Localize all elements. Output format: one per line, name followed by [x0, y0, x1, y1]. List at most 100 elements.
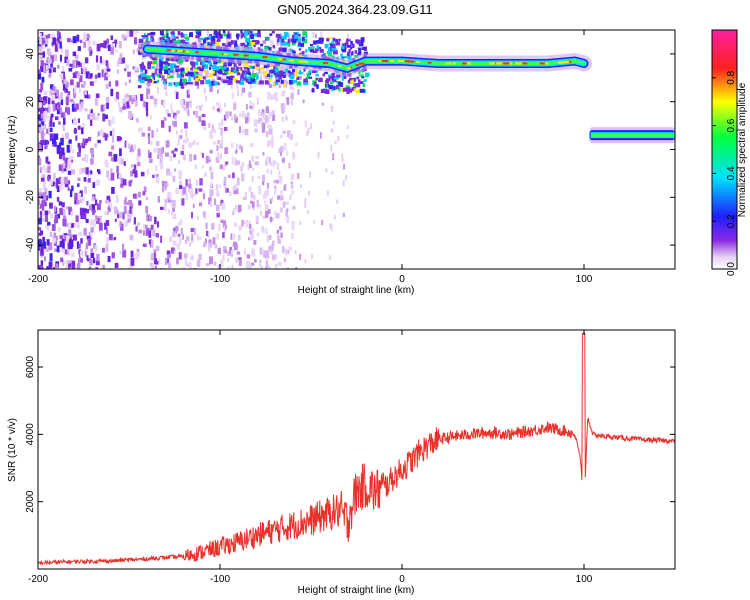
heatmap-cell: [514, 62, 520, 65]
heatmap-cell: [157, 59, 160, 64]
heatmap-cell: [265, 209, 269, 218]
heatmap-cell: [557, 61, 564, 64]
heatmap-cell: [132, 66, 136, 70]
heatmap-cell: [312, 32, 315, 39]
heatmap-cell: [165, 257, 168, 265]
heatmap-cell: [59, 73, 64, 78]
heatmap-cell: [286, 150, 289, 156]
heatmap-cell: [283, 32, 289, 37]
heatmap-cell: [204, 172, 208, 177]
heatmap-cell: [241, 173, 245, 182]
heatmap-cell: [346, 89, 350, 95]
heatmap-cell: [67, 170, 72, 175]
heatmap-cell: [134, 66, 138, 71]
heatmap-cell: [332, 50, 338, 55]
heatmap-cell: [42, 132, 46, 137]
heatmap-cell: [178, 62, 182, 66]
heatmap-cell: [194, 80, 197, 86]
heatmap-cell: [54, 248, 58, 252]
heatmap-cell: [324, 43, 329, 49]
heatmap-cell: [155, 176, 160, 183]
heatmap-cell: [275, 72, 280, 77]
heatmap-cell: [326, 190, 329, 196]
heatmap-cell: [325, 168, 328, 173]
heatmap-cell: [121, 34, 126, 39]
heatmap-cell: [322, 73, 325, 77]
snr-ytick-label: 4000: [25, 423, 36, 446]
heatmap-cell: [168, 82, 173, 86]
heatmap-cell: [311, 254, 314, 259]
heatmap-cell: [309, 49, 315, 53]
heatmap-cell: [201, 165, 205, 169]
spectrogram-ytick-label: 0: [25, 146, 36, 152]
heatmap-cell: [358, 79, 361, 83]
heatmap-cell: [89, 111, 93, 118]
heatmap-cell: [192, 203, 195, 209]
heatmap-cell: [276, 41, 280, 46]
heatmap-cell: [165, 57, 170, 61]
heatmap-cell: [68, 68, 73, 72]
heatmap-cell: [255, 215, 258, 223]
heatmap-cell: [59, 240, 64, 248]
heatmap-cell: [122, 249, 127, 258]
heatmap-cell: [210, 181, 213, 188]
heatmap-cell: [104, 72, 108, 81]
heatmap-cell: [205, 230, 209, 237]
heatmap-cell: [277, 195, 281, 200]
heatmap-cell: [61, 79, 65, 84]
heatmap-cell: [280, 66, 284, 72]
heatmap-cell: [171, 199, 176, 208]
heatmap-cell: [342, 87, 347, 92]
heatmap-cell: [241, 78, 244, 82]
heatmap-cell: [147, 133, 150, 138]
heatmap-cell: [267, 235, 272, 240]
heatmap-cell: [271, 196, 274, 202]
heatmap-cell: [79, 258, 83, 263]
heatmap-cell: [46, 239, 50, 246]
heatmap-cell: [234, 40, 238, 45]
heatmap-cell: [255, 74, 259, 80]
heatmap-cell: [217, 264, 220, 269]
heatmap-cell: [97, 139, 101, 144]
heatmap-cell: [218, 34, 223, 39]
heatmap-cell: [217, 152, 220, 160]
heatmap-cell: [205, 222, 208, 230]
heatmap-cell: [44, 210, 49, 216]
heatmap-cell: [346, 87, 351, 91]
heatmap-cell: [265, 37, 270, 40]
heatmap-cell: [238, 225, 243, 231]
heatmap-cell: [183, 106, 186, 111]
heatmap-cell: [101, 59, 105, 65]
heatmap-cell: [361, 75, 365, 79]
heatmap-cell: [330, 128, 333, 133]
heatmap-cell: [522, 62, 528, 65]
heatmap-cell: [263, 64, 268, 69]
heatmap-cell: [106, 63, 109, 69]
heatmap-cell: [115, 49, 118, 53]
heatmap-cell: [253, 259, 257, 263]
heatmap-cell: [202, 211, 207, 218]
heatmap-cell: [76, 222, 80, 227]
heatmap-cell: [134, 170, 138, 178]
heatmap-cell: [60, 112, 65, 118]
heatmap-cell: [197, 59, 202, 62]
heatmap-cell: [287, 38, 291, 44]
heatmap-cell: [262, 227, 265, 233]
heatmap-cell: [188, 32, 194, 38]
heatmap-cell: [212, 106, 216, 111]
spectrogram-xtick-label: 0: [399, 274, 405, 285]
heatmap-cell: [260, 210, 263, 216]
heatmap-cell: [161, 185, 164, 193]
heatmap-cell: [134, 30, 139, 34]
heatmap-cell: [158, 258, 161, 265]
heatmap-cell: [139, 80, 145, 84]
heatmap-cell: [77, 46, 81, 52]
heatmap-cell: [227, 266, 230, 269]
heatmap-cell: [362, 47, 366, 51]
heatmap-cell: [208, 122, 211, 128]
heatmap-cell: [283, 257, 287, 263]
heatmap-cell: [336, 199, 339, 204]
heatmap-cell: [178, 237, 182, 245]
heatmap-cell: [319, 49, 324, 53]
heatmap-cell: [172, 175, 176, 182]
